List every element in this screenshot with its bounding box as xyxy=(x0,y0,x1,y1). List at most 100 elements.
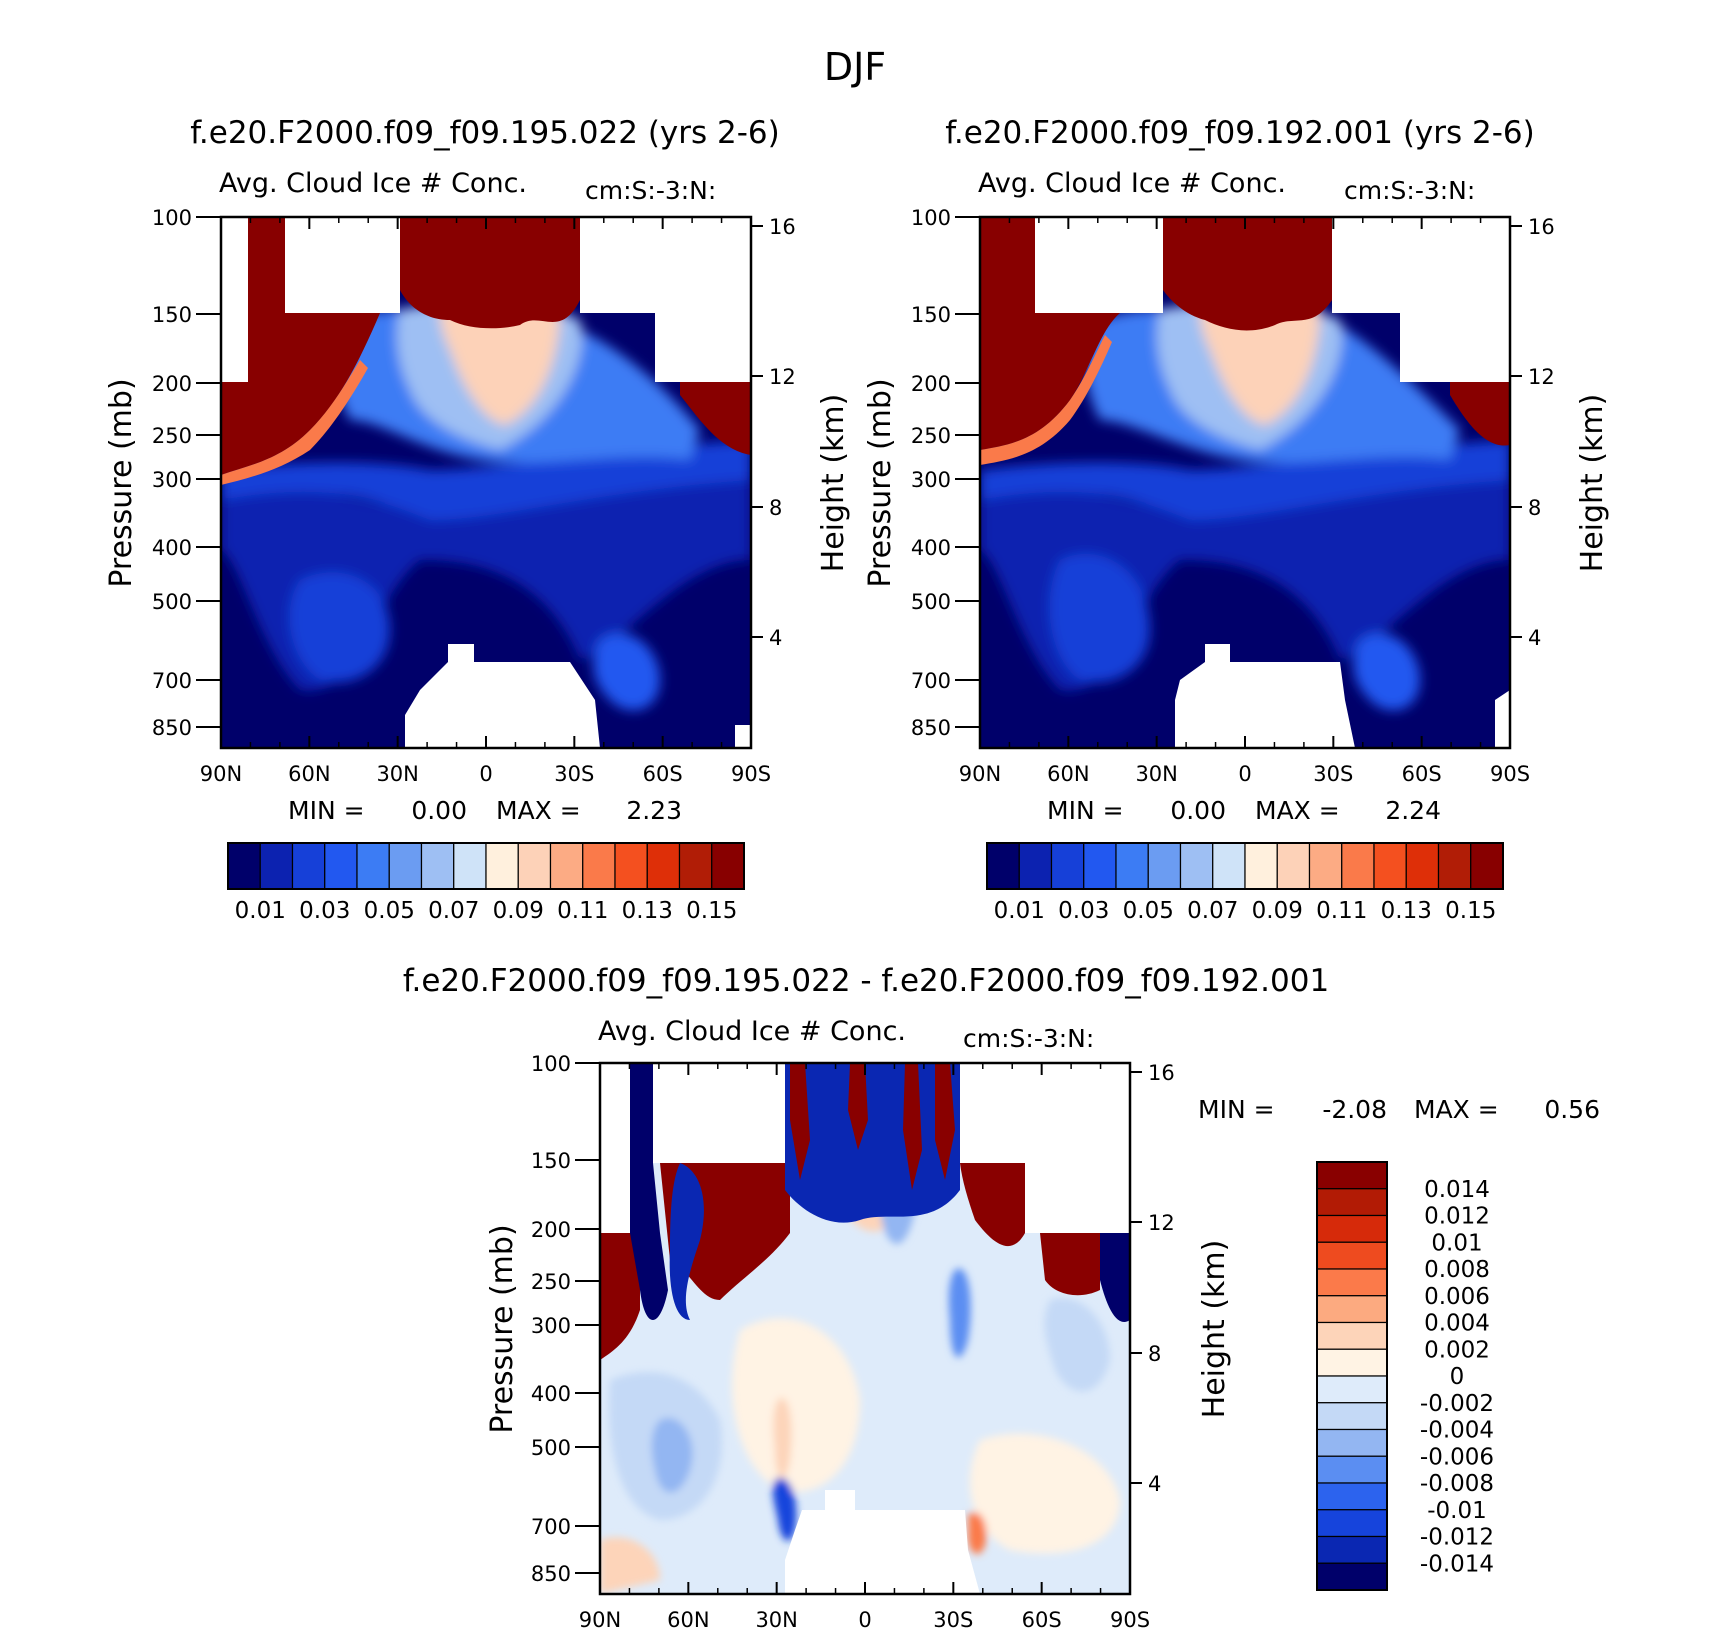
panel-1-high-tropics xyxy=(400,217,580,329)
panel-2-colorbar: 0.01 0.03 0.05 0.07 0.09 0.11 0.13 0.15 xyxy=(986,842,1504,924)
panel-2-colorbar-swatch xyxy=(1437,842,1472,890)
panel-3-subtitle: Avg. Cloud Ice # Conc. xyxy=(598,1016,906,1047)
panel-2-colorbar-label: 0.03 xyxy=(1058,898,1109,924)
panel-3-mask-bottom xyxy=(785,1490,980,1594)
panel-3-xtick-label: 30N xyxy=(755,1608,797,1632)
panel-3-high-red-sh-polar xyxy=(1040,1233,1100,1296)
panel-3-neg-patch-midleft xyxy=(651,1418,693,1493)
panel-3-colorbar-label: 0.004 xyxy=(1424,1311,1490,1337)
panel-3-colorbar-label: -0.004 xyxy=(1420,1418,1494,1444)
panel-3-colorbar-swatch xyxy=(1316,1295,1388,1324)
panel-1-ytick-label: 200 xyxy=(152,372,192,396)
panel-2-colorbar-swatch xyxy=(1083,842,1117,890)
panel-3-colorbar-swatch xyxy=(1316,1535,1388,1564)
panel-1-band-blue xyxy=(221,440,751,520)
panel-1-colorbar-swatch xyxy=(485,842,519,890)
panel-3-pos-lower-blob xyxy=(968,1512,987,1555)
panel-1-ytick-right-label: 12 xyxy=(769,365,796,389)
panel-3-ytick-label: 300 xyxy=(531,1314,571,1338)
panel-1-title: f.e20.F2000.f09_f09.195.022 (yrs 2-6) xyxy=(190,115,780,151)
panel-2-colorbar-swatch xyxy=(1276,842,1311,890)
panel-2-colorbar-swatch xyxy=(1115,842,1149,890)
panel-2-max-value: 2.24 xyxy=(1385,796,1441,825)
panel-3-ytick-label: 700 xyxy=(531,1515,571,1539)
panel-1-ytick-right-label: 16 xyxy=(769,215,796,239)
panel-2-title: f.e20.F2000.f09_f09.192.001 (yrs 2-6) xyxy=(945,115,1535,151)
panel-1-ytick-label: 250 xyxy=(152,424,192,448)
panel-2-xtick-label: 90S xyxy=(1490,762,1530,786)
panel-2-band-blue xyxy=(980,440,1510,520)
panel-1-ytick-label: 150 xyxy=(152,303,192,327)
panel-3-colorbar-frame xyxy=(1316,1161,1388,1591)
panel-3-mask-top-right xyxy=(960,1063,1130,1233)
panel-1-xtick-label: 30S xyxy=(554,762,594,786)
panel-1-subtitle: Avg. Cloud Ice # Conc. xyxy=(219,168,527,199)
panel-3-xtick-label: 60S xyxy=(1022,1608,1062,1632)
panel-1-mask-top-right xyxy=(580,217,751,382)
panel-2-ytick-label: 700 xyxy=(911,669,951,693)
panel-2-colorbar-label: 0.09 xyxy=(1252,898,1303,924)
panel-1-colorbar-label: 0.15 xyxy=(686,898,737,924)
panel-2-high-sh xyxy=(1450,382,1510,446)
panel-2-ylabel-right: Height (km) xyxy=(1575,394,1610,573)
panel-3-mask-top-mid xyxy=(653,1063,785,1163)
panel-3-colorbar-label: 0.006 xyxy=(1424,1284,1490,1310)
panel-3-min-label: MIN = xyxy=(1198,1095,1275,1124)
panel-3-colorbar-swatch xyxy=(1316,1268,1388,1297)
panel-2-colorbar-label: 0.13 xyxy=(1381,898,1432,924)
panel-1-colorbar-swatch xyxy=(388,842,423,890)
panel-3-ytick-label: 200 xyxy=(531,1218,571,1242)
panel-1-xtick-label: 90N xyxy=(200,762,242,786)
panel-1-ytick-label: 300 xyxy=(152,468,192,492)
panel-3-colorbar-swatch xyxy=(1316,1375,1388,1404)
panel-3-title: f.e20.F2000.f09_f09.195.022 - f.e20.F200… xyxy=(403,963,1329,999)
panel-2-min-label: MIN = xyxy=(1047,796,1124,825)
panel-1: f.e20.F2000.f09_f09.195.022 (yrs 2-6) Av… xyxy=(104,115,851,924)
panel-1-colorbar-swatch xyxy=(259,842,294,890)
panel-1-colorbar-swatch xyxy=(517,842,552,890)
panel-2-units: cm:S:-3:N: xyxy=(1344,176,1475,205)
panel-1-colorbar-swatch xyxy=(711,842,745,890)
panel-1-mask-top-left xyxy=(221,217,248,382)
panel-3-ticks: 90N 60N 30N 0 30S 60S 90S 100 150 200 250 300 400 500… xyxy=(531,1052,1175,1632)
panel-3-ylabel-right: Height (km) xyxy=(1197,1240,1232,1419)
panel-2-mask-bottom xyxy=(1175,644,1355,748)
panel-2-high-tropics xyxy=(1163,217,1332,331)
panel-1-colorbar-swatch xyxy=(614,842,648,890)
panel-1-xtick-label: 0 xyxy=(479,762,492,786)
panel-2-colorbar-swatch xyxy=(1244,842,1278,890)
panel-1-min-label: MIN = xyxy=(288,796,365,825)
panel-3-colorbar-label: 0.002 xyxy=(1424,1337,1490,1363)
panel-3-colorbar-swatch xyxy=(1316,1161,1388,1190)
panel-2-colorbar-swatch xyxy=(1050,842,1085,890)
panel-3-high-red-left xyxy=(600,1233,640,1360)
panel-1-min-value: 0.00 xyxy=(411,796,467,825)
panel-2-ytick-label: 250 xyxy=(911,424,951,448)
panel-3-colorbar-label: -0.012 xyxy=(1420,1525,1494,1551)
panel-3-colorbar-label: 0.014 xyxy=(1424,1177,1490,1203)
panel-1-colorbar-swatch xyxy=(324,842,358,890)
panel-3-xtick-label: 90S xyxy=(1110,1608,1150,1632)
panel-3-high-blue-sh-polar xyxy=(1100,1233,1130,1322)
panel-2-ytick-label: 400 xyxy=(911,536,951,560)
panel-2-colorbar-swatch xyxy=(1147,842,1182,890)
panel-3-colorbar: 0.0140.0120.010.0080.0060.0040.0020-0.00… xyxy=(1316,1161,1494,1591)
panel-2-xtick-label: 0 xyxy=(1238,762,1251,786)
panel-1-colorbar-swatch xyxy=(678,842,713,890)
panel-3-colorbar-label: -0.01 xyxy=(1427,1498,1487,1524)
panel-1-ytick-label: 700 xyxy=(152,669,192,693)
panel-2-xtick-label: 60N xyxy=(1047,762,1089,786)
panel-2-lower-blob-left xyxy=(1049,553,1150,683)
panel-3-pos-streak-1 xyxy=(773,1398,792,1479)
panel-3-colorbar-label: 0.01 xyxy=(1431,1230,1482,1256)
panel-3-mask-top-left xyxy=(600,1063,630,1233)
panel-2-xtick-label: 30S xyxy=(1313,762,1353,786)
panel-1-colorbar-label: 0.13 xyxy=(622,898,673,924)
panel-2-ytick-label: 300 xyxy=(911,468,951,492)
panel-1-xtick-label: 60N xyxy=(288,762,330,786)
panel-2-ytick-right-label: 8 xyxy=(1528,496,1541,520)
panel-3-xtick-label: 90N xyxy=(579,1608,621,1632)
panel-2-colorbar-swatch xyxy=(1470,842,1504,890)
panel-2-ytick-label: 100 xyxy=(911,206,951,230)
